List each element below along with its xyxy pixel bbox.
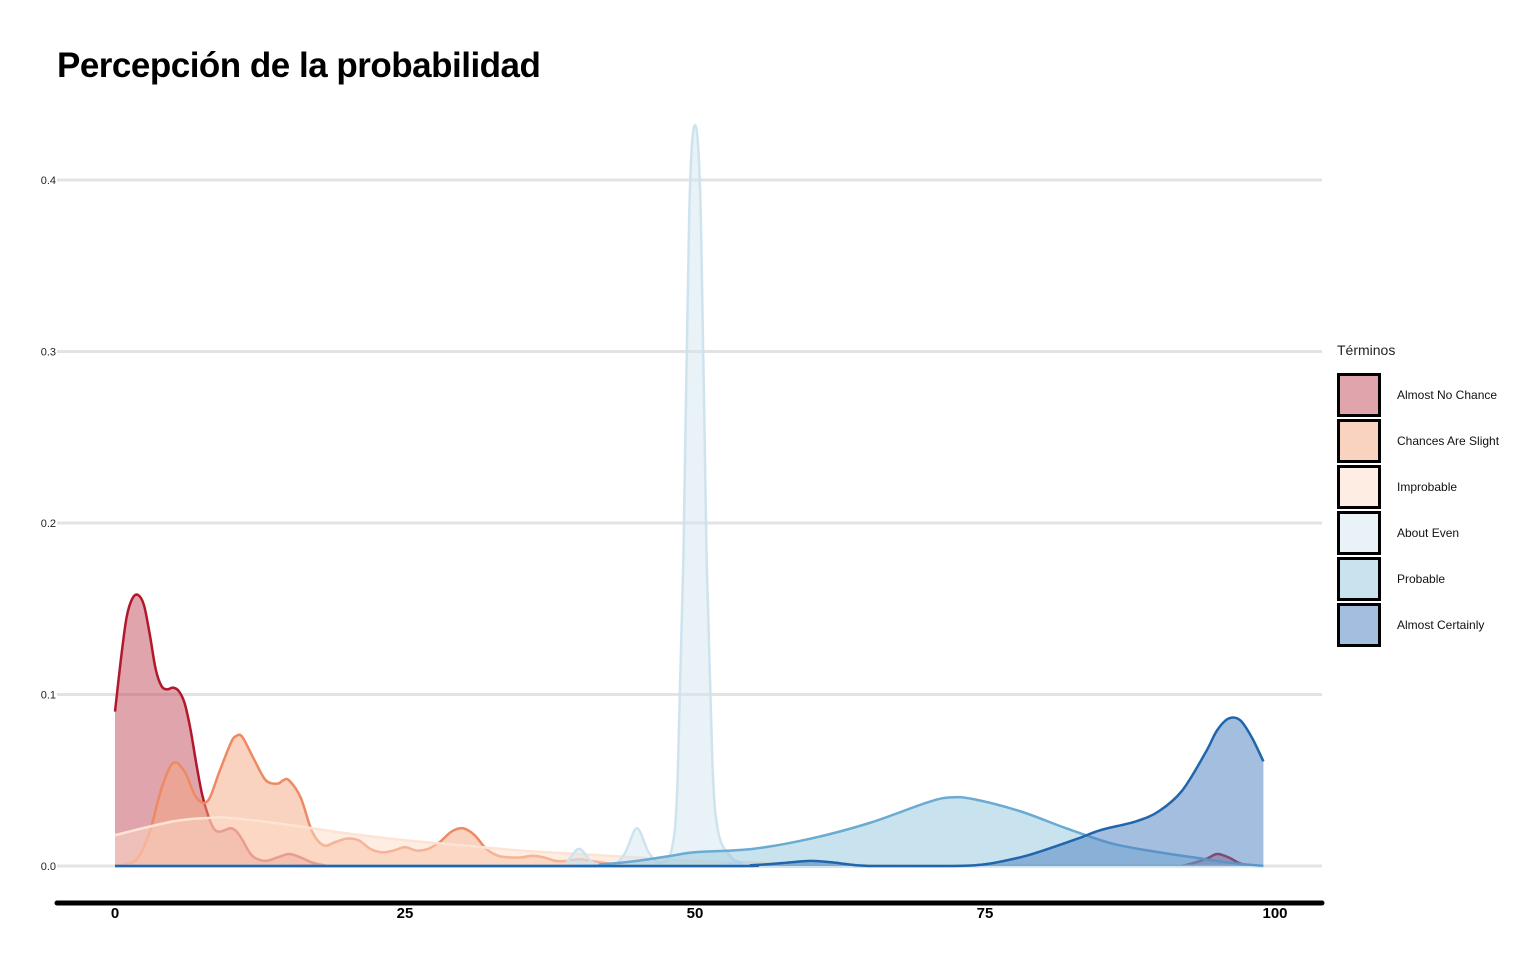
legend-item-improbable: Improbable — [1337, 465, 1457, 509]
y-tick-label-2: 0.2 — [41, 518, 56, 530]
legend-title: Términos — [1337, 342, 1395, 358]
density-line-almost-certainly — [114, 716, 1265, 868]
legend-item-almost-certainly: Almost Certainly — [1337, 603, 1484, 647]
y-tick-label-3: 0.3 — [41, 347, 56, 359]
legend-item-chances-are-slight: Chances Are Slight — [1337, 419, 1500, 463]
y-tick-label-4: 0.4 — [41, 175, 56, 187]
legend-swatch-chances-are-slight — [1337, 419, 1381, 463]
legend-item-probable: Probable — [1337, 557, 1445, 601]
legend-label-almost-certainly: Almost Certainly — [1397, 618, 1484, 632]
legend-swatch-improbable — [1337, 465, 1381, 509]
x-tick-label-0: 0 — [111, 905, 119, 922]
legend-label-probable: Probable — [1397, 572, 1445, 586]
y-tick-labels: 0.0 0.1 0.2 0.3 0.4 — [41, 175, 56, 873]
legend-label-chances-are-slight: Chances Are Slight — [1397, 434, 1500, 448]
y-tick-label-0: 0.0 — [41, 861, 56, 873]
density-area-improbable — [115, 817, 1264, 866]
density-series — [113, 123, 1265, 868]
x-tick-label-3: 75 — [977, 905, 994, 922]
legend-swatch-about-even — [1337, 511, 1381, 555]
legend-item-almost-no-chance: Almost No Chance — [1337, 373, 1497, 417]
x-tick-labels: 0 25 50 75 100 — [111, 905, 1288, 922]
legend-label-improbable: Improbable — [1397, 480, 1457, 494]
legend-swatch-almost-no-chance — [1337, 373, 1381, 417]
legend-swatch-probable — [1337, 557, 1381, 601]
legend-swatch-almost-certainly — [1337, 603, 1381, 647]
density-area-almost-certainly — [115, 717, 1264, 866]
legend: Términos Almost No Chance Chances Are Sli… — [1337, 342, 1500, 647]
series-about-even — [114, 123, 1264, 868]
x-tick-label-1: 25 — [397, 905, 414, 922]
y-tick-label-1: 0.1 — [41, 690, 56, 702]
legend-label-about-even: About Even — [1397, 526, 1459, 540]
legend-item-about-even: About Even — [1337, 511, 1459, 555]
density-area-about-even — [115, 125, 1264, 867]
chart-title: Percepción de la probabilidad — [57, 46, 541, 85]
x-tick-label-4: 100 — [1262, 905, 1287, 922]
density-area-probable — [115, 797, 1264, 866]
legend-label-almost-no-chance: Almost No Chance — [1397, 388, 1497, 402]
series-almost-certainly — [114, 716, 1265, 868]
x-tick-label-2: 50 — [687, 905, 704, 922]
